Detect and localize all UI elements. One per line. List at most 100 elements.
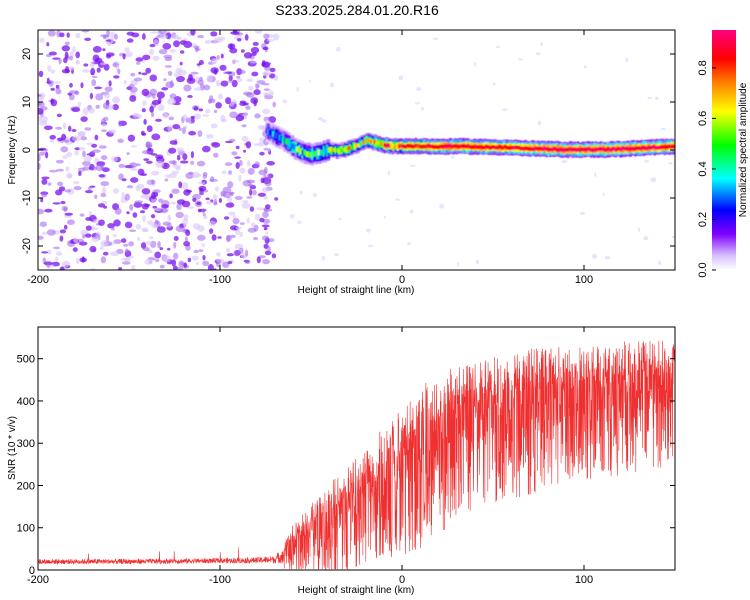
spectrogram-noise-blob bbox=[210, 123, 218, 129]
spectrogram-signal-cell bbox=[570, 147, 573, 152]
spectrogram-noise-blob bbox=[61, 45, 70, 52]
spectrogram-signal-cell bbox=[381, 142, 385, 147]
spectrogram-speckle bbox=[518, 58, 523, 61]
spectrogram-signal-cell bbox=[524, 146, 527, 151]
spectrogram-noise-blob bbox=[52, 202, 61, 205]
spectrogram-signal-cell bbox=[512, 145, 516, 150]
spectrogram-speckle bbox=[407, 242, 411, 246]
spectrogram-signal-cell bbox=[529, 146, 532, 151]
spectrogram-noise-blob bbox=[266, 161, 276, 166]
spectrogram-signal-cell bbox=[430, 144, 434, 149]
spectrogram-signal-cell bbox=[507, 146, 511, 150]
spectrogram-signal-cell bbox=[434, 144, 437, 149]
spectrogram-speckle bbox=[561, 160, 568, 164]
spectrogram-noise-blob bbox=[213, 201, 218, 206]
spectrogram-noise-blob bbox=[47, 65, 52, 72]
spectrogram-noise-blob bbox=[216, 252, 221, 257]
spectrogram-noise-blob bbox=[121, 261, 131, 265]
spectrogram-noise-blob bbox=[234, 196, 243, 200]
spectrogram-noise-blob bbox=[153, 207, 163, 212]
spectrogram-speckle bbox=[432, 37, 439, 40]
spectrogram-signal-cell bbox=[648, 145, 652, 150]
snr-x-axis: -200 -100 0 100 bbox=[27, 327, 593, 586]
spectrogram-noise-blob bbox=[226, 253, 234, 257]
spectrogram-noise-blob bbox=[49, 169, 58, 173]
spectrogram-noise-blob bbox=[149, 74, 158, 82]
spectrogram-noise-blob bbox=[247, 184, 254, 187]
spectrogram-noise-blob bbox=[237, 77, 243, 82]
spectrogram-noise-blob bbox=[220, 190, 227, 197]
spectrogram-noise-blob bbox=[208, 98, 216, 104]
spectrogram-signal-cell bbox=[376, 141, 380, 145]
spectrogram-noise-blob bbox=[111, 227, 115, 231]
spectrogram-noise-blob bbox=[167, 214, 172, 222]
spectrogram-noise-blob bbox=[123, 243, 129, 247]
spectrogram-noise-blob bbox=[74, 149, 79, 156]
spectrogram-signal-cell bbox=[391, 143, 395, 148]
spectrogram-noise-blob bbox=[141, 100, 147, 106]
spectrogram-signal-cell bbox=[583, 147, 586, 152]
spectrogram-noise-blob bbox=[253, 99, 257, 107]
spectrogram-signal-cell bbox=[640, 146, 644, 150]
snr-y-label: SNR (10 * v/v) bbox=[7, 416, 18, 480]
spectrogram-noise-blob bbox=[114, 207, 122, 215]
spectrogram-y-label: Frequency (Hz) bbox=[7, 116, 18, 185]
spectrogram-noise-blob bbox=[85, 233, 92, 238]
spectrogram-noise-blob bbox=[100, 62, 107, 66]
spectrogram-signal-cell bbox=[481, 145, 485, 150]
spectrogram-noise-blob bbox=[159, 264, 165, 269]
spectrogram-noise-blob bbox=[231, 59, 240, 63]
spectrogram-signal-cell bbox=[530, 147, 534, 152]
spectrogram-noise-blob bbox=[130, 72, 136, 77]
spectrogram-noise-blob bbox=[104, 93, 110, 99]
spectrogram-noise-blob bbox=[159, 34, 169, 39]
spectrogram-signal-cell bbox=[499, 145, 503, 149]
spectrogram-noise-blob bbox=[231, 151, 238, 156]
spectrogram-signal-cell bbox=[534, 146, 537, 151]
spectrogram-noise-blob bbox=[233, 249, 241, 257]
spectrogram-signal-cell bbox=[647, 145, 650, 150]
spectrogram-signal-cell bbox=[616, 147, 619, 151]
spectrogram-noise-blob bbox=[64, 139, 70, 143]
spectrogram-signal-cell bbox=[591, 148, 595, 153]
spectrogram-noise-blob bbox=[46, 42, 50, 47]
spectrogram-noise-blob bbox=[49, 135, 56, 140]
spectrogram-noise-blob bbox=[229, 43, 233, 50]
spectrogram-signal-cell bbox=[594, 147, 598, 152]
spectrogram-noise-blob bbox=[142, 215, 147, 223]
spectrogram-noise-blob bbox=[175, 211, 184, 219]
spectrogram-speckle bbox=[660, 127, 667, 131]
spectrogram-noise-blob bbox=[160, 208, 168, 214]
spectrogram-noise-blob bbox=[265, 92, 269, 97]
spectrogram-noise-blob bbox=[193, 223, 201, 230]
spectrogram-noise-blob bbox=[131, 145, 138, 148]
spectrogram-noise-blob bbox=[152, 189, 161, 194]
spectrogram-signal-cell bbox=[365, 138, 368, 142]
spectrogram-noise-blob bbox=[47, 182, 52, 186]
spectrogram-signal-cell bbox=[598, 147, 601, 151]
spectrogram-signal-cell bbox=[666, 144, 670, 149]
spectrogram-signal-cell bbox=[412, 144, 416, 149]
spectrogram-noise-blob bbox=[38, 162, 41, 170]
spectrogram-noise-blob bbox=[72, 46, 76, 53]
spectrogram-signal-cell bbox=[496, 145, 500, 150]
spectrogram-noise-blob bbox=[113, 219, 121, 227]
spectrogram-noise-blob bbox=[257, 125, 265, 130]
spectrogram-signal-cell bbox=[288, 141, 291, 147]
spectrogram-noise-blob bbox=[241, 202, 251, 209]
spectrogram-signal-cell bbox=[340, 148, 344, 153]
spectrogram-noise-blob bbox=[176, 147, 184, 153]
spectrogram-noise-blob bbox=[158, 198, 164, 203]
spectrogram-signal-cell bbox=[314, 150, 318, 157]
spectrogram-speckle bbox=[643, 236, 649, 241]
spectrogram-noise-blob bbox=[151, 99, 160, 106]
spectrogram-signal-cell bbox=[632, 147, 635, 151]
spectrogram-speckle bbox=[475, 259, 479, 265]
y-tick-label: 500 bbox=[17, 354, 35, 366]
spectrogram-noise-blob bbox=[193, 249, 199, 254]
spectrogram-noise-blob bbox=[102, 48, 106, 52]
spectrogram-noise-blob bbox=[141, 132, 147, 136]
spectrogram-noise-blob bbox=[137, 168, 145, 176]
spectrogram-noise-blob bbox=[61, 260, 70, 268]
spectrogram-signal-cell bbox=[607, 147, 611, 151]
